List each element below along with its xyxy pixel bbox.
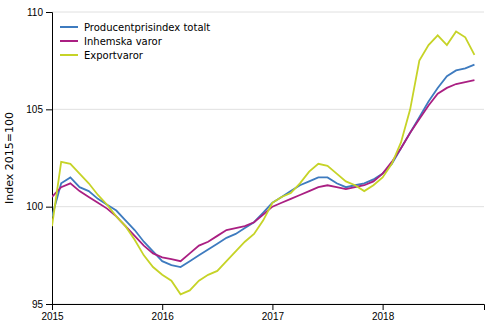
- y-tick-label: 100: [26, 201, 43, 212]
- x-axis-line: [53, 305, 485, 311]
- y-tick: 105: [26, 104, 52, 115]
- y-tick: 95: [32, 299, 52, 310]
- y-tick: 110: [27, 7, 52, 18]
- grid-line: [52, 109, 484, 110]
- chart: 95 100 105 110 2015 2016 2017 2018 Producentpris…: [0, 0, 500, 330]
- y-axis-title: Index 2015=100: [3, 112, 16, 204]
- y-tick-mark: [46, 207, 52, 208]
- y-tick-mark: [46, 12, 52, 13]
- x-tick-label: 2016: [152, 311, 175, 322]
- y-tick-mark: [46, 109, 52, 110]
- y-tick-label: 105: [26, 104, 43, 115]
- y-axis: 95 100 105 110: [26, 7, 52, 310]
- legend-label: Inhemska varor: [84, 36, 163, 47]
- y-axis-line: [46, 13, 53, 305]
- x-tick: 2017: [262, 304, 285, 322]
- legend: Producentprisindex totalt Inhemska varor E…: [60, 22, 210, 61]
- legend-swatch: [60, 26, 78, 28]
- x-tick-label: 2017: [262, 311, 285, 322]
- x-tick: 2018: [372, 304, 395, 322]
- y-tick: 100: [26, 201, 52, 212]
- x-tick: 2015: [41, 304, 64, 322]
- grid-line: [52, 12, 484, 13]
- y-tick-label: 95: [32, 299, 44, 310]
- y-tick-mark: [46, 304, 52, 305]
- line: [52, 31, 474, 294]
- plot-area: 95 100 105 110 2015 2016 2017 2018 Producentpris…: [26, 7, 484, 322]
- x-axis: 2015 2016 2017 2018: [41, 304, 484, 322]
- x-tick-label: 2018: [372, 311, 395, 322]
- x-tick-mark: [162, 304, 163, 310]
- y-tick-label: 110: [27, 7, 43, 18]
- legend-item: Inhemska varor: [60, 36, 163, 47]
- legend-item: Producentprisindex totalt: [60, 22, 210, 33]
- x-tick-mark: [383, 304, 384, 310]
- x-tick-mark: [52, 304, 53, 310]
- x-tick: 2016: [152, 304, 175, 322]
- x-tick-mark: [272, 304, 273, 310]
- legend-label: Producentprisindex totalt: [84, 22, 210, 33]
- grid: [52, 12, 484, 304]
- lines: [52, 31, 474, 294]
- x-tick-label: 2015: [41, 311, 64, 322]
- legend-swatch: [60, 40, 78, 42]
- legend-label: Exportvaror: [84, 50, 144, 61]
- legend-swatch: [60, 54, 78, 56]
- line: [52, 65, 474, 267]
- legend-item: Exportvaror: [60, 50, 144, 61]
